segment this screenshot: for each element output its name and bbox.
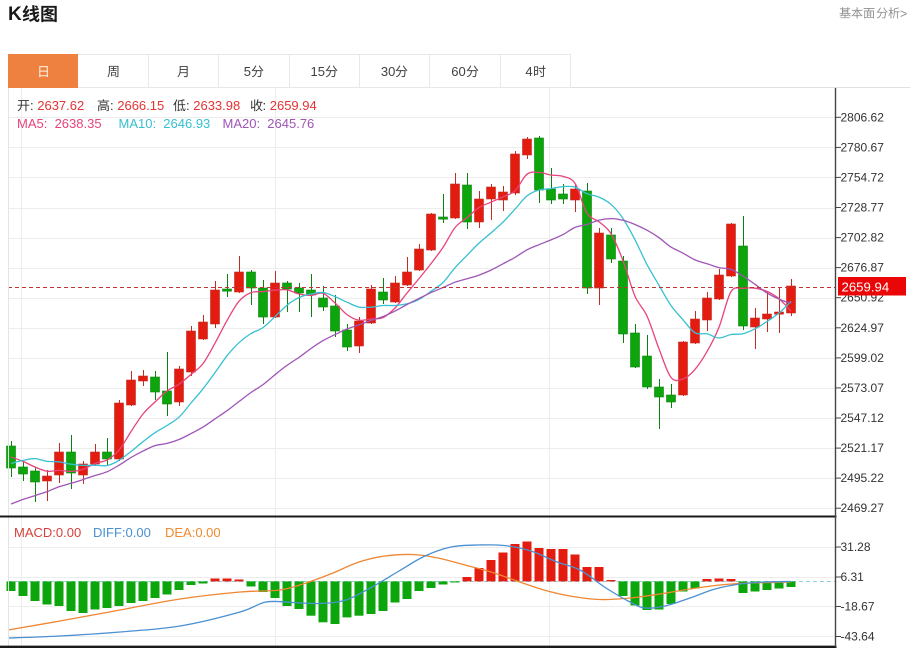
svg-text:2521.17: 2521.17: [841, 441, 885, 455]
svg-text:2728.77: 2728.77: [841, 201, 885, 215]
svg-text:31.28: 31.28: [841, 540, 871, 554]
svg-text:2659.94: 2659.94: [842, 280, 890, 295]
svg-text:-43.64: -43.64: [841, 630, 875, 644]
svg-text:2806.62: 2806.62: [841, 110, 885, 124]
svg-text:6.31: 6.31: [841, 570, 865, 584]
svg-text:2780.67: 2780.67: [841, 140, 885, 154]
svg-text:2599.02: 2599.02: [841, 351, 885, 365]
svg-text:-18.67: -18.67: [841, 600, 875, 614]
svg-text:2624.97: 2624.97: [841, 321, 885, 335]
svg-text:2547.12: 2547.12: [841, 411, 885, 425]
svg-text:2754.72: 2754.72: [841, 170, 885, 184]
svg-text:2495.22: 2495.22: [841, 471, 885, 485]
svg-text:2676.87: 2676.87: [841, 261, 885, 275]
svg-text:2469.27: 2469.27: [841, 501, 885, 515]
svg-text:2573.07: 2573.07: [841, 381, 885, 395]
svg-text:2702.82: 2702.82: [841, 231, 885, 245]
